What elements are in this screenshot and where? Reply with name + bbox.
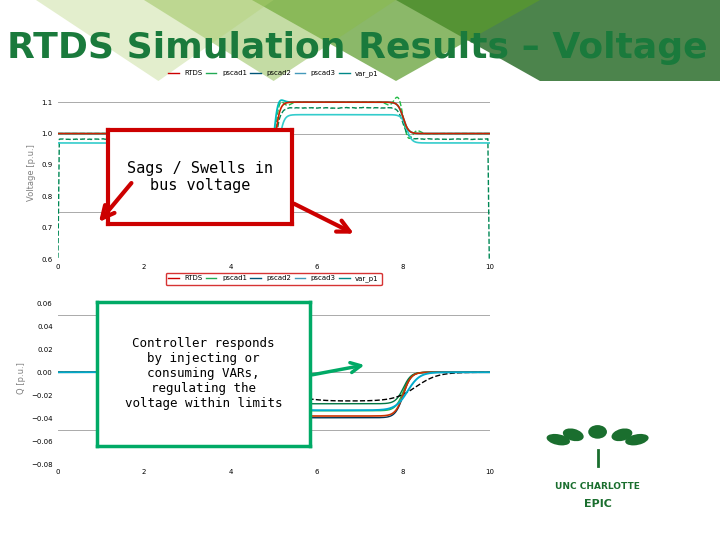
Y-axis label: Voltage [p.u.]: Voltage [p.u.] bbox=[27, 144, 36, 201]
Text: RTDS Simulation Results – Voltage Support: RTDS Simulation Results – Voltage Suppor… bbox=[7, 31, 720, 65]
Polygon shape bbox=[36, 0, 274, 81]
Polygon shape bbox=[252, 0, 540, 81]
Ellipse shape bbox=[563, 428, 584, 441]
Y-axis label: Q [p.u.]: Q [p.u.] bbox=[17, 362, 25, 394]
Ellipse shape bbox=[611, 428, 632, 441]
Polygon shape bbox=[144, 0, 396, 81]
Text: Sags / Swells in
bus voltage: Sags / Swells in bus voltage bbox=[127, 161, 273, 193]
Ellipse shape bbox=[588, 425, 607, 438]
Text: EPIC: EPIC bbox=[584, 499, 611, 509]
Ellipse shape bbox=[625, 434, 649, 446]
Legend: RTDS, pscad1, pscad2, pscad3, var_p1: RTDS, pscad1, pscad2, pscad3, var_p1 bbox=[166, 273, 382, 285]
Text: Controller responds
by injecting or
consuming VARs,
regulating the
voltage withi: Controller responds by injecting or cons… bbox=[125, 338, 282, 410]
Legend: RTDS, pscad1, pscad2, pscad3, var_p1: RTDS, pscad1, pscad2, pscad3, var_p1 bbox=[166, 68, 382, 80]
Text: UNC CHARLOTTE: UNC CHARLOTTE bbox=[555, 482, 640, 491]
Ellipse shape bbox=[546, 434, 570, 446]
Polygon shape bbox=[396, 0, 720, 81]
